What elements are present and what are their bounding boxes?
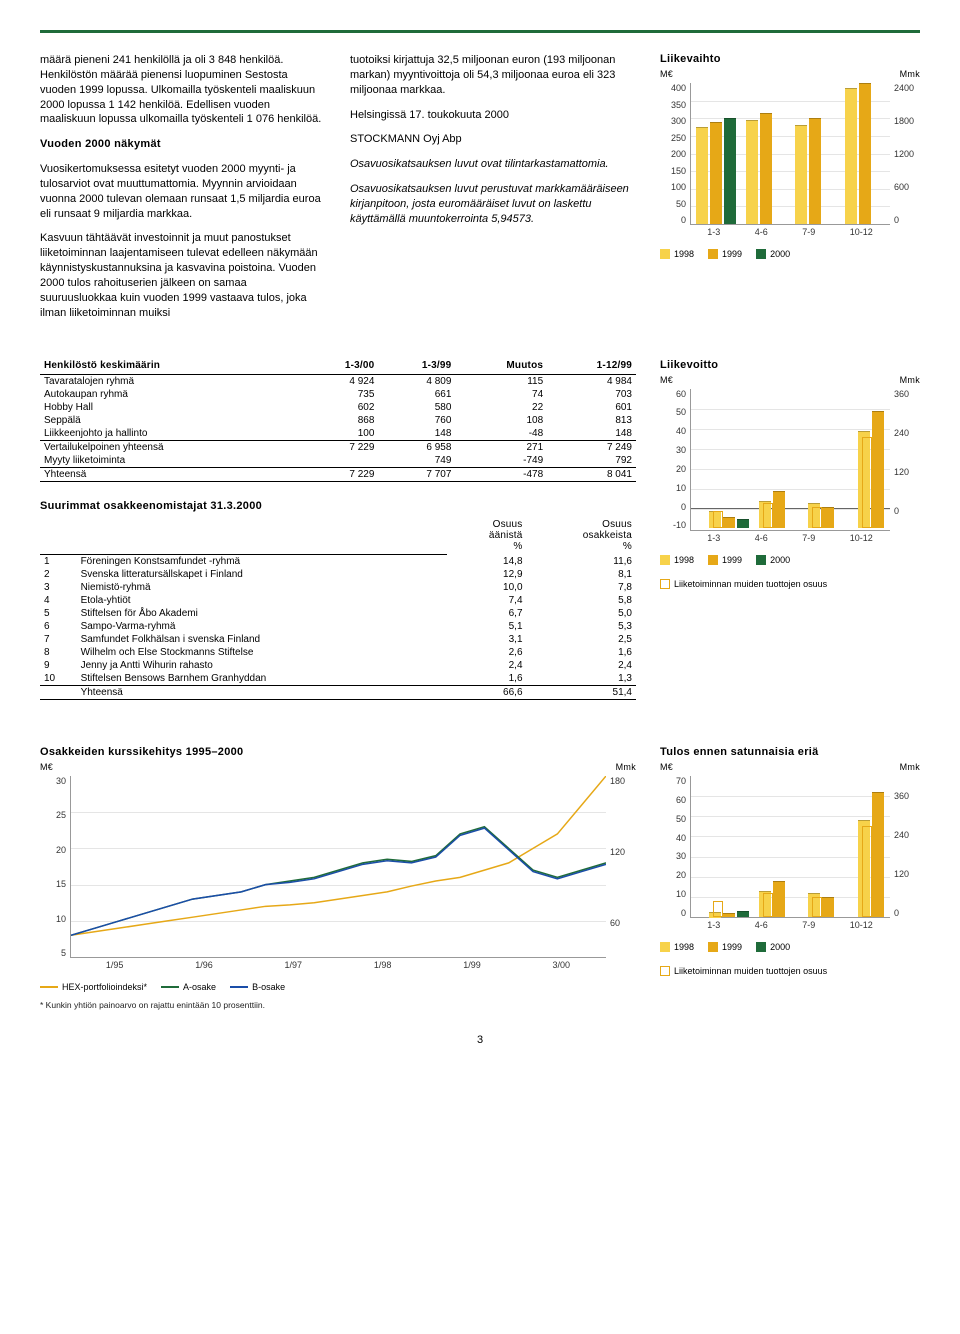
chart4-uleft: M€ (660, 762, 673, 772)
intro-columns: määrä pieneni 241 henkilöllä ja oli 3 84… (40, 53, 920, 331)
col1-p1: määrä pieneni 241 henkilöllä ja oli 3 84… (40, 53, 326, 127)
bottom-row: Osakkeiden kurssikehitys 1995–2000 M€ Mm… (40, 746, 920, 1010)
chart3-uright: Mmk (616, 762, 636, 772)
chart-liikevaihto: Liikevaihto M€ Mmk 400350300250200150100… (660, 53, 920, 331)
col2-p4: Osavuosikatsauksen luvut ovat tilintarka… (350, 157, 636, 172)
chart-kurssikehitys: Osakkeiden kurssikehitys 1995–2000 M€ Mm… (40, 746, 636, 1010)
col2-p3: STOCKMANN Oyj Abp (350, 132, 636, 147)
page-number: 3 (40, 1034, 920, 1046)
table-personnel: Henkilöstö keskimäärin1-3/001-3/99Muutos… (40, 359, 636, 482)
chart1-uleft: M€ (660, 69, 673, 79)
mid-left: Henkilöstö keskimäärin1-3/001-3/99Muutos… (40, 359, 636, 719)
chart4-title: Tulos ennen satunnaisia eriä (660, 746, 819, 758)
sh0: Osuusäänistä% (447, 518, 527, 555)
col1-p3: Kasvuun tähtäävät investoinnit ja muut p… (40, 231, 326, 320)
col2-p5: Osavuosikatsauksen luvut perustuvat mark… (350, 182, 636, 227)
col2-p2: Helsingissä 17. toukokuuta 2000 (350, 108, 636, 123)
chart1-uright: Mmk (900, 69, 920, 79)
col2-p1: tuotoiksi kirjattuja 32,5 miljoonan euro… (350, 53, 636, 98)
col2: tuotoiksi kirjattuja 32,5 miljoonan euro… (350, 53, 636, 331)
share-title: Suurimmat osakkeenomistajat 31.3.2000 (40, 500, 636, 512)
col1-h1: Vuoden 2000 näkymät (40, 137, 326, 152)
top-rule (40, 30, 920, 33)
table-shareholders: Osuusäänistä% Osuusosakkeista% 1Förening… (40, 518, 636, 701)
chart-tulos: Tulos ennen satunnaisia eriä M€ Mmk 7060… (660, 746, 920, 1010)
mid-row: Henkilöstö keskimäärin1-3/001-3/99Muutos… (40, 359, 920, 719)
chart2-title: Liikevoitto (660, 359, 718, 371)
chart3-foot: * Kunkin yhtiön painoarvo on rajattu eni… (40, 1000, 636, 1010)
chart2-uright: Mmk (900, 375, 920, 385)
chart-liikevoitto: Liikevoitto M€ Mmk 6050403020100-1036024… (660, 359, 920, 719)
chart2-uleft: M€ (660, 375, 673, 385)
chart1-title: Liikevaihto (660, 53, 721, 65)
chart3-title: Osakkeiden kurssikehitys 1995–2000 (40, 746, 243, 758)
chart4-uright: Mmk (900, 762, 920, 772)
sh1: Osuusosakkeista% (527, 518, 636, 555)
col1-p2: Vuosikertomuksessa esitetyt vuoden 2000 … (40, 162, 326, 221)
chart3-uleft: M€ (40, 762, 53, 772)
col1: määrä pieneni 241 henkilöllä ja oli 3 84… (40, 53, 326, 331)
